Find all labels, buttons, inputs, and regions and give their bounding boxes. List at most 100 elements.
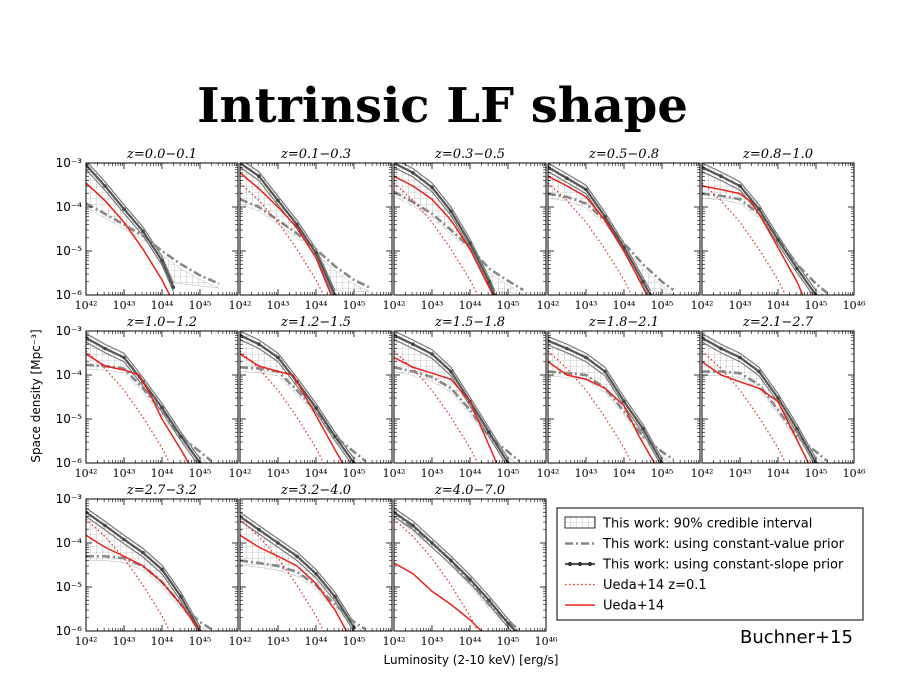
- constant-slope-marker: [430, 541, 434, 545]
- constant-value-line: [86, 363, 213, 463]
- constant-slope-marker: [179, 434, 183, 439]
- constant-slope-marker: [449, 558, 453, 563]
- constant-slope-marker: [430, 185, 434, 190]
- x-tick-label: 10⁴⁴: [459, 467, 482, 480]
- constant-value-line: [548, 192, 675, 292]
- y-axis-label: Space density [Mpc⁻³]: [29, 329, 43, 462]
- constant-slope-marker: [487, 598, 491, 603]
- y-tick-label: 10⁻³: [56, 492, 83, 506]
- constant-slope-upper: [394, 331, 509, 460]
- constant-slope-marker: [565, 346, 569, 351]
- constant-slope-upper: [240, 331, 355, 460]
- constant-slope-marker: [641, 279, 645, 284]
- y-tick-label: 10⁻⁴: [56, 368, 83, 382]
- legend-label: This work: using constant-slope prior: [602, 558, 844, 573]
- legend-swatch: [564, 516, 596, 529]
- x-tick-label: 10⁴²: [229, 635, 252, 648]
- constant-slope-marker: [122, 537, 126, 542]
- constant-slope-marker: [584, 187, 588, 192]
- x-tick-label: 10⁴³: [421, 635, 444, 648]
- ueda-line: [702, 361, 810, 463]
- panel-title: z=3.2−4.0: [280, 483, 351, 498]
- lf-panel: z=2.1−2.7 10⁴² 10⁴³ 10⁴⁴ 10⁴⁵ 10⁴⁶: [691, 315, 866, 480]
- constant-slope-marker: [468, 241, 472, 246]
- y-tick-label: 10⁻⁶: [56, 456, 83, 470]
- lf-panel: z=0.1−0.3 10⁴² 10⁴³ 10⁴⁴ 10⁴⁵: [229, 147, 393, 312]
- legend-label: Ueda+14 z=0.1: [603, 578, 707, 593]
- constant-slope-line: [86, 164, 175, 288]
- x-tick-label: 10⁴²: [383, 635, 406, 648]
- x-tick-label: 10⁴³: [729, 299, 752, 312]
- constant-slope-marker: [449, 209, 453, 214]
- x-tick-label: 10⁴⁴: [151, 299, 174, 312]
- constant-value-line: [394, 511, 521, 631]
- constant-slope-marker: [487, 430, 491, 435]
- ueda-line: [86, 182, 171, 295]
- constant-slope-lower: [240, 520, 355, 631]
- constant-slope-lower: [394, 338, 507, 463]
- constant-slope-marker: [160, 567, 164, 572]
- legend-label: Ueda+14: [603, 599, 664, 614]
- panel-title: z=0.8−1.0: [742, 147, 813, 162]
- ueda-line: [394, 175, 494, 295]
- constant-slope-marker: [314, 571, 318, 576]
- constant-slope-marker: [603, 214, 607, 219]
- x-tick-label: 10⁴⁵: [497, 635, 520, 648]
- x-tick-label: 10⁴⁵: [497, 299, 520, 312]
- constant-slope-marker: [314, 405, 318, 410]
- lf-panel: z=1.0−1.2 10⁴² 10⁴³ 10⁴⁴ 10⁴⁵ 10⁻⁶ 10⁻⁵ 10⁻⁴ 10⁻…: [56, 315, 239, 480]
- panel-title: z=1.0−1.2: [126, 315, 197, 330]
- constant-slope-line: [394, 511, 517, 631]
- x-tick-label: 10⁴⁵: [651, 299, 674, 312]
- x-tick-label: 10⁴⁵: [805, 467, 828, 480]
- x-tick-label: 10⁴⁵: [805, 299, 828, 312]
- lf-panel: z=0.3−0.5 10⁴² 10⁴³ 10⁴⁴ 10⁴⁵: [383, 147, 547, 312]
- x-tick-label: 10⁴⁴: [767, 299, 790, 312]
- x-tick-label: 10⁴³: [113, 635, 136, 648]
- lf-panel: z=2.7−3.2 10⁴² 10⁴³ 10⁴⁴ 10⁴⁵ 10⁻⁶ 10⁻⁵ 10⁻⁴ 10⁻…: [56, 483, 239, 648]
- y-tick-label: 10⁻⁵: [56, 412, 83, 426]
- x-tick-label: 10⁴³: [729, 467, 752, 480]
- x-axis-label: Luminosity (2-10 keV) [erg/s]: [384, 653, 559, 667]
- panels: z=0.0−0.1 10⁴² 10⁴³ 10⁴⁴ 10⁴⁵ 10⁻⁶ 10⁻⁵ 10⁻⁴ 10⁻…: [56, 147, 866, 648]
- constant-slope-marker: [141, 229, 145, 234]
- y-tick-label: 10⁻⁵: [56, 244, 83, 258]
- legend-label: This work: using constant-value prior: [602, 537, 845, 552]
- x-tick-label: 10⁴²: [383, 299, 406, 312]
- panel-title: z=0.3−0.5: [434, 147, 505, 162]
- constant-slope-marker: [584, 355, 588, 360]
- x-tick-label: 10⁴²: [75, 467, 98, 480]
- panel-title: z=4.0−7.0: [434, 483, 505, 498]
- x-tick-label: 10⁴³: [575, 467, 598, 480]
- constant-slope-marker: [122, 207, 126, 211]
- constant-slope-marker: [487, 279, 491, 284]
- slide-title: Intrinsic LF shape: [197, 78, 688, 134]
- x-tick-label: 10⁴²: [229, 467, 252, 480]
- constant-slope-marker: [314, 251, 318, 255]
- legend-label: This work: 90% credible interval: [602, 517, 812, 532]
- constant-slope-lower: [702, 341, 815, 463]
- x-tick-label: 10⁴²: [691, 467, 714, 480]
- ueda-line: [86, 353, 190, 463]
- panel-title: z=1.8−2.1: [588, 315, 659, 330]
- constant-slope-marker: [795, 266, 799, 271]
- constant-slope-marker: [103, 523, 107, 528]
- panel-title: z=1.5−1.8: [434, 315, 505, 330]
- constant-slope-lower: [86, 168, 174, 292]
- x-tick-label: 10⁴⁵: [343, 635, 366, 648]
- ueda-line: [240, 172, 332, 295]
- x-tick-label: 10⁴⁴: [305, 299, 328, 312]
- y-tick-label: 10⁻⁴: [56, 200, 83, 214]
- x-tick-label: 10⁴⁴: [459, 299, 482, 312]
- constant-slope-marker: [295, 554, 299, 559]
- y-tick-label: 10⁻⁵: [56, 580, 83, 594]
- constant-slope-marker: [103, 184, 107, 188]
- lf-panel: z=0.0−0.1 10⁴² 10⁴³ 10⁴⁴ 10⁴⁵ 10⁻⁶ 10⁻⁵ 10⁻⁴ 10⁻…: [56, 147, 239, 312]
- constant-value-line: [394, 365, 521, 463]
- constant-slope-marker: [757, 369, 761, 374]
- credible-interval-band: [702, 163, 825, 295]
- x-tick-label: 10⁴³: [575, 299, 598, 312]
- x-tick-label: 10⁴⁴: [767, 467, 790, 480]
- x-tick-label: 10⁴⁵: [651, 467, 674, 480]
- constant-slope-marker: [160, 258, 164, 263]
